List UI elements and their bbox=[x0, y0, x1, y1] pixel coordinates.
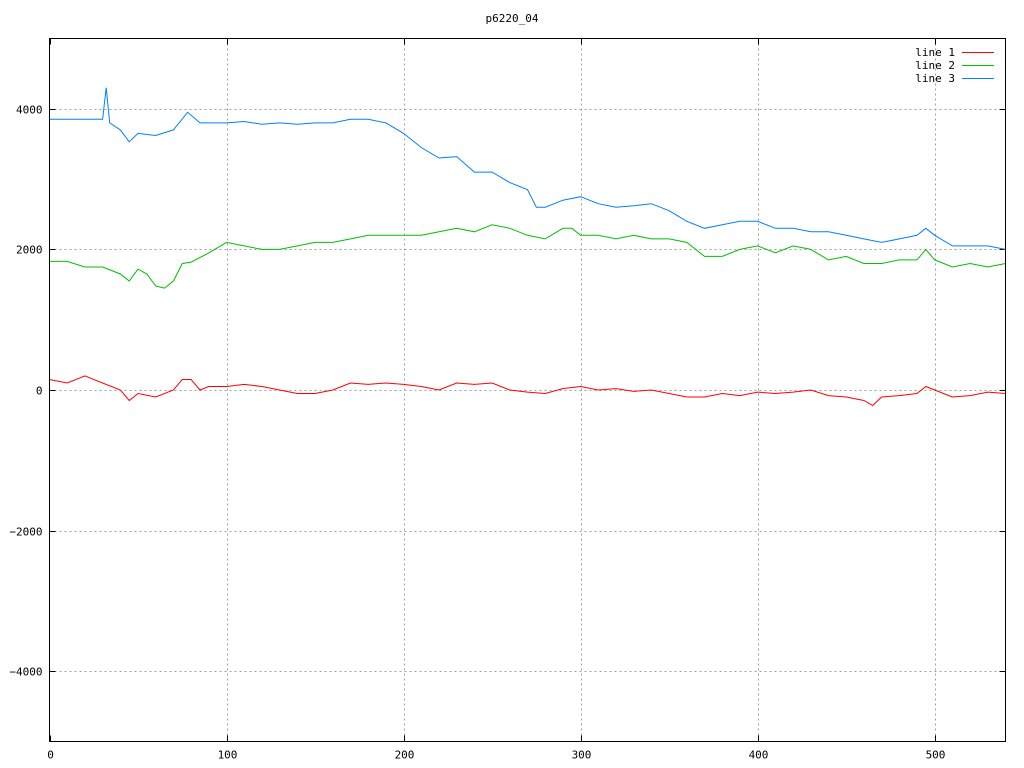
tick-labels: 0 100 200 300 400 500 −4000 −2000 0 2000 4000 bbox=[9, 104, 945, 762]
legend-label: line 2 bbox=[915, 59, 955, 72]
x-tick-label: 300 bbox=[572, 749, 592, 762]
x-tick-label: 200 bbox=[395, 749, 415, 762]
chart-title: p6220_04 bbox=[486, 12, 539, 25]
y-tick-label: 0 bbox=[36, 385, 43, 398]
x-tick-label: 0 bbox=[47, 749, 54, 762]
legend-label: line 3 bbox=[915, 72, 955, 85]
grid bbox=[49, 38, 1006, 742]
x-tick-label: 100 bbox=[218, 749, 238, 762]
y-tick-label: −2000 bbox=[9, 526, 42, 539]
y-tick-label: 2000 bbox=[16, 244, 43, 257]
series-lines bbox=[49, 87, 1006, 407]
series-line-2 bbox=[49, 224, 1006, 289]
y-tick-label: −4000 bbox=[9, 666, 42, 679]
legend-label: line 1 bbox=[915, 46, 955, 59]
series-line-1 bbox=[49, 375, 1006, 407]
y-tick-label: 4000 bbox=[16, 104, 43, 117]
x-tick-label: 400 bbox=[749, 749, 769, 762]
series-line-3 bbox=[49, 87, 1006, 250]
plot-border bbox=[49, 38, 1006, 742]
x-tick-label: 500 bbox=[926, 749, 946, 762]
